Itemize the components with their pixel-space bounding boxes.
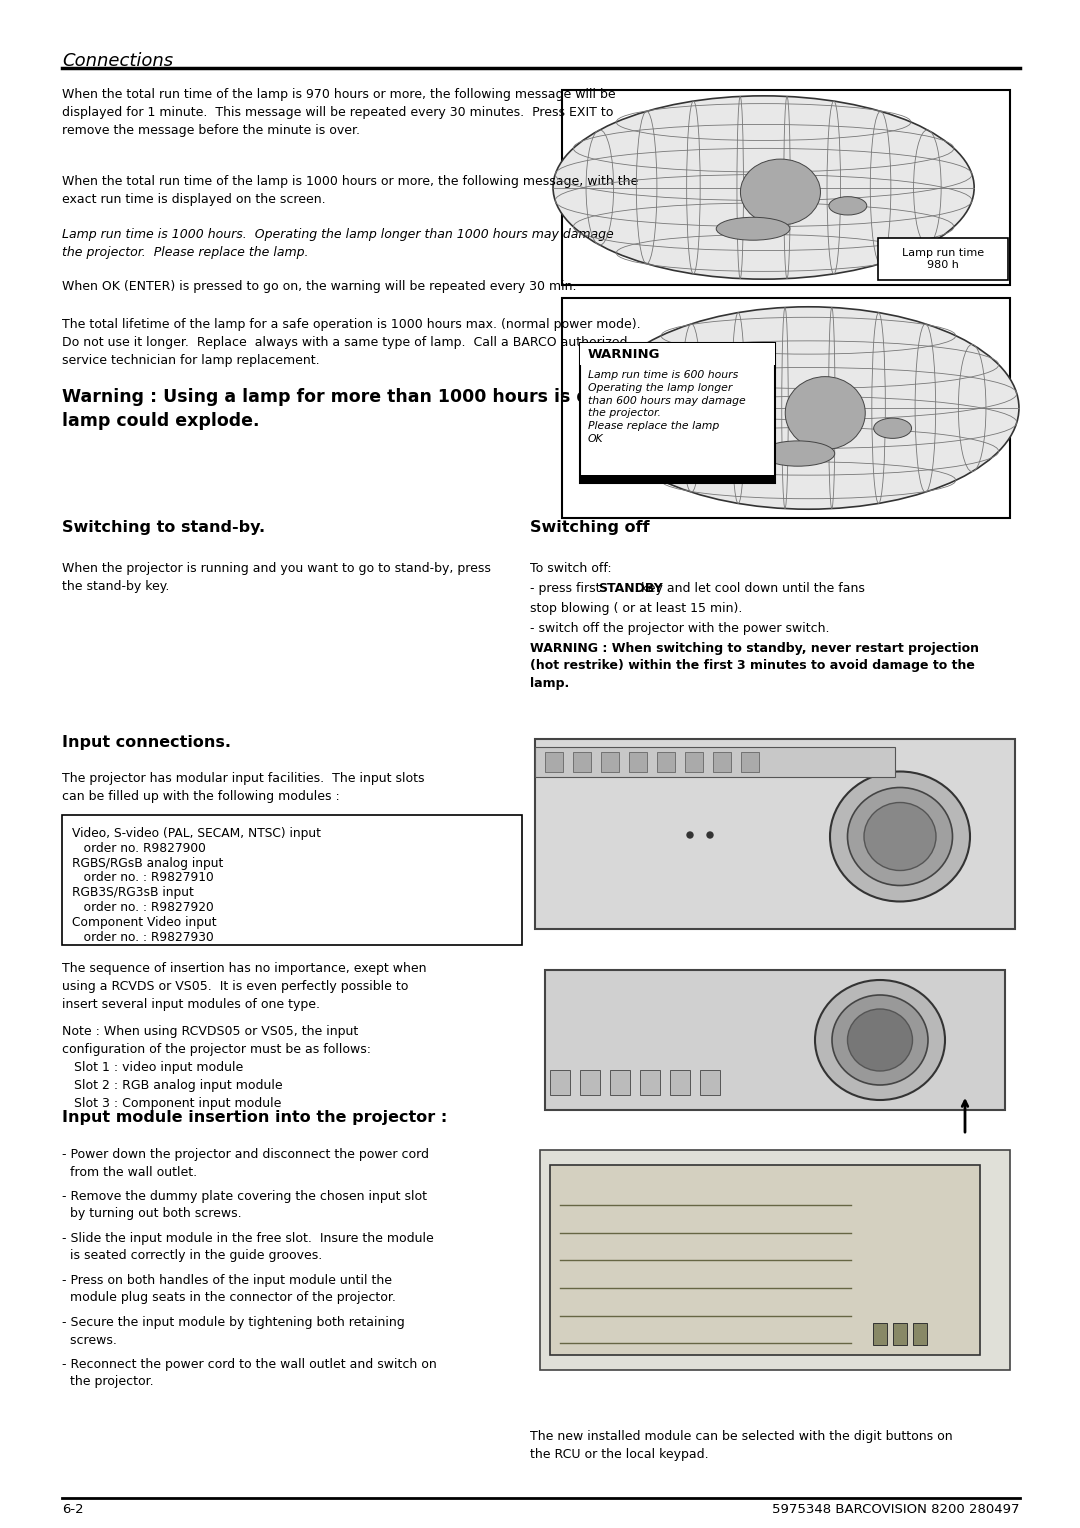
Ellipse shape bbox=[848, 787, 953, 886]
Text: Note : When using RCVDS05 or VS05, the input
configuration of the projector must: Note : When using RCVDS05 or VS05, the i… bbox=[62, 1025, 372, 1109]
Bar bbox=[545, 970, 1005, 1109]
Ellipse shape bbox=[848, 1008, 913, 1071]
Bar bbox=[610, 1070, 630, 1096]
Bar bbox=[652, 753, 666, 915]
Bar bbox=[550, 1070, 570, 1096]
Text: Switching off: Switching off bbox=[530, 520, 650, 535]
Ellipse shape bbox=[741, 159, 821, 225]
Ellipse shape bbox=[864, 802, 936, 871]
Bar bbox=[700, 1070, 720, 1096]
Ellipse shape bbox=[832, 995, 928, 1085]
Text: The new installed module can be selected with the digit buttons on
the RCU or th: The new installed module can be selected… bbox=[530, 1430, 953, 1461]
Bar bbox=[580, 342, 775, 365]
Text: - Remove the dummy plate covering the chosen input slot
  by turning out both sc: - Remove the dummy plate covering the ch… bbox=[62, 1190, 427, 1221]
Text: Warning : Using a lamp for more than 1000 hours is dangerous, the
lamp could exp: Warning : Using a lamp for more than 100… bbox=[62, 388, 726, 431]
Text: Lamp run time is 1000 hours.  Operating the lamp longer than 1000 hours may dama: Lamp run time is 1000 hours. Operating t… bbox=[62, 228, 613, 260]
Text: When the total run time of the lamp is 1000 hours or more, the following message: When the total run time of the lamp is 1… bbox=[62, 176, 638, 206]
Text: When the total run time of the lamp is 970 hours or more, the following message : When the total run time of the lamp is 9… bbox=[62, 89, 616, 138]
Bar bbox=[892, 1323, 906, 1345]
Bar bbox=[741, 752, 759, 772]
Text: - Slide the input module in the free slot.  Insure the module
  is seated correc: - Slide the input module in the free slo… bbox=[62, 1232, 434, 1262]
Bar bbox=[580, 1070, 600, 1096]
Bar bbox=[600, 752, 619, 772]
Text: When OK (ENTER) is pressed to go on, the warning will be repeated every 30 min.: When OK (ENTER) is pressed to go on, the… bbox=[62, 280, 577, 293]
Text: Input connections.: Input connections. bbox=[62, 735, 231, 750]
Text: The projector has modular input facilities.  The input slots
can be filled up wi: The projector has modular input faciliti… bbox=[62, 772, 424, 804]
Bar bbox=[657, 752, 675, 772]
Bar bbox=[540, 1151, 1010, 1371]
Bar bbox=[685, 752, 703, 772]
Bar bbox=[577, 753, 591, 915]
Text: Video, S-video (PAL, SECAM, NTSC) input: Video, S-video (PAL, SECAM, NTSC) input bbox=[72, 827, 321, 840]
Ellipse shape bbox=[761, 442, 835, 466]
Text: Connections: Connections bbox=[62, 52, 173, 70]
Bar bbox=[713, 752, 731, 772]
Ellipse shape bbox=[785, 376, 865, 449]
Text: - Power down the projector and disconnect the power cord
  from the wall outlet.: - Power down the projector and disconnec… bbox=[62, 1148, 429, 1178]
Text: order no. : R9827910: order no. : R9827910 bbox=[72, 871, 214, 885]
Text: - press first: - press first bbox=[530, 582, 605, 594]
Text: order no. : R9827930: order no. : R9827930 bbox=[72, 931, 214, 944]
Text: Lamp run time is 600 hours
Operating the lamp longer
than 600 hours may damage
t: Lamp run time is 600 hours Operating the… bbox=[588, 370, 746, 445]
Bar bbox=[562, 298, 1010, 518]
Bar bbox=[552, 753, 566, 915]
Ellipse shape bbox=[815, 979, 945, 1100]
Text: Switching to stand-by.: Switching to stand-by. bbox=[62, 520, 265, 535]
Bar bbox=[580, 342, 775, 483]
Text: WARNING: WARNING bbox=[588, 347, 661, 361]
Text: STANDBY: STANDBY bbox=[598, 582, 663, 594]
Text: Component Video input: Component Video input bbox=[72, 915, 217, 929]
Text: 6-2: 6-2 bbox=[62, 1504, 83, 1516]
Bar bbox=[629, 752, 647, 772]
Text: The sequence of insertion has no importance, exept when
using a RCVDS or VS05.  : The sequence of insertion has no importa… bbox=[62, 963, 427, 1012]
Ellipse shape bbox=[831, 772, 970, 902]
Text: stop blowing ( or at least 15 min).: stop blowing ( or at least 15 min). bbox=[530, 602, 742, 614]
Bar bbox=[878, 238, 1008, 280]
Ellipse shape bbox=[553, 96, 974, 280]
Text: When the projector is running and you want to go to stand-by, press
the stand-by: When the projector is running and you wa… bbox=[62, 562, 491, 593]
Text: Input module insertion into the projector :: Input module insertion into the projecto… bbox=[62, 1109, 447, 1125]
Ellipse shape bbox=[716, 217, 789, 240]
Ellipse shape bbox=[828, 197, 867, 215]
Ellipse shape bbox=[598, 307, 1018, 509]
Bar bbox=[670, 1070, 690, 1096]
Bar bbox=[580, 475, 775, 483]
Text: order no. : R9827920: order no. : R9827920 bbox=[72, 902, 214, 914]
Ellipse shape bbox=[687, 833, 693, 837]
Text: 980 h: 980 h bbox=[927, 260, 959, 270]
Bar bbox=[640, 1070, 660, 1096]
Bar bbox=[62, 814, 522, 944]
Text: - switch off the projector with the power switch.: - switch off the projector with the powe… bbox=[530, 622, 829, 636]
Bar bbox=[535, 747, 895, 778]
Text: WARNING : When switching to standby, never restart projection
(hot restrike) wit: WARNING : When switching to standby, nev… bbox=[530, 642, 978, 691]
Text: To switch off:: To switch off: bbox=[530, 562, 611, 575]
Ellipse shape bbox=[707, 833, 713, 837]
Text: RGB3S/RG3sB input: RGB3S/RG3sB input bbox=[72, 886, 194, 898]
Bar bbox=[562, 90, 1010, 286]
Text: order no. R9827900: order no. R9827900 bbox=[72, 842, 206, 854]
Bar bbox=[913, 1323, 927, 1345]
Ellipse shape bbox=[874, 419, 912, 439]
Bar bbox=[873, 1323, 887, 1345]
Bar bbox=[545, 752, 563, 772]
Bar bbox=[550, 1164, 980, 1355]
Text: - Reconnect the power cord to the wall outlet and switch on
  the projector.: - Reconnect the power cord to the wall o… bbox=[62, 1358, 436, 1389]
Text: Lamp run time: Lamp run time bbox=[902, 248, 984, 258]
Bar bbox=[535, 740, 1015, 929]
Text: RGBS/RGsB analog input: RGBS/RGsB analog input bbox=[72, 857, 224, 869]
Text: The total lifetime of the lamp for a safe operation is 1000 hours max. (normal p: The total lifetime of the lamp for a saf… bbox=[62, 318, 640, 367]
Bar bbox=[573, 752, 591, 772]
Text: 5975348 BARCOVISION 8200 280497: 5975348 BARCOVISION 8200 280497 bbox=[772, 1504, 1020, 1516]
Text: - Press on both handles of the input module until the
  module plug seats in the: - Press on both handles of the input mod… bbox=[62, 1274, 396, 1305]
Bar bbox=[627, 753, 642, 915]
Text: key and let cool down until the fans: key and let cool down until the fans bbox=[637, 582, 865, 594]
Bar bbox=[602, 753, 616, 915]
Text: - Secure the input module by tightening both retaining
  screws.: - Secure the input module by tightening … bbox=[62, 1316, 405, 1346]
